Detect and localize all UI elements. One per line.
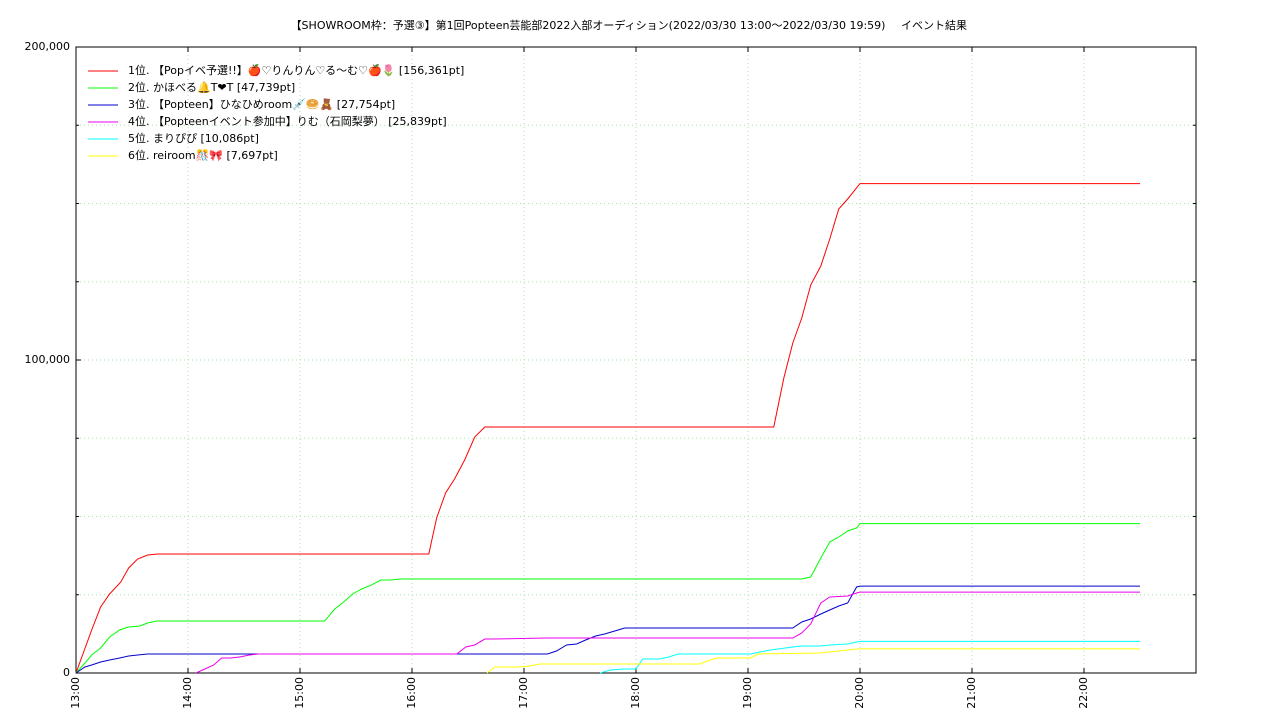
series-line [195, 591, 1140, 674]
y-tick-label: 0 [63, 666, 70, 679]
y-tick-label: 200,000 [25, 40, 71, 53]
y-tick-label: 100,000 [25, 353, 71, 366]
series-line [486, 648, 1140, 674]
plot-frame [75, 46, 1197, 674]
x-tick-label: 13:00 [69, 677, 82, 709]
x-tick-label: 18:00 [629, 677, 642, 709]
x-tick-label: 20:00 [853, 677, 866, 709]
series-line [75, 183, 1140, 674]
x-tick-label: 14:00 [181, 677, 194, 709]
legend-label: 6位. reiroom🎊🎀 [7,697pt] [128, 148, 278, 162]
legend-label: 2位. かほべる🔔T❤T [47,739pt] [128, 80, 295, 94]
chart-title: 【SHOWROOM枠：予選③】第1回Popteen芸能部2022入部オーディショ… [291, 18, 886, 32]
x-tick-label: 17:00 [517, 677, 530, 709]
x-tick-label: 19:00 [741, 677, 754, 709]
x-tick-label: 22:00 [1077, 677, 1090, 709]
legend-label: 4位. 【Popteenイベント参加中】りむ（石岡梨夢） [25,839pt] [128, 114, 447, 128]
x-tick-label: 15:00 [293, 677, 306, 709]
series-line [75, 523, 1140, 674]
x-tick-label: 16:00 [405, 677, 418, 709]
legend-label: 1位. 【Popイベ予選!!】🍎♡りんりん♡る〜む♡🍎🌷 [156,361pt] [128, 63, 464, 77]
legend-label: 3位. 【Popteen】ひなひめroom💉🥯🧸 [27,754pt] [128, 97, 395, 111]
x-tick-label: 21:00 [965, 677, 978, 709]
legend-label: 5位. まりぴぴ [10,086pt] [128, 131, 259, 145]
chart-subtitle: イベント結果 [901, 18, 967, 32]
series-line [75, 585, 1140, 674]
series-line [600, 640, 1140, 674]
